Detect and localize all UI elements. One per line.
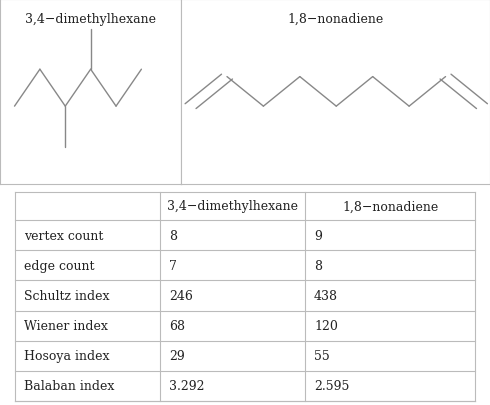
- Text: 8: 8: [314, 259, 322, 272]
- Text: 55: 55: [314, 350, 330, 362]
- Text: 3,4−dimethylhexane: 3,4−dimethylhexane: [167, 200, 298, 213]
- Text: 3.292: 3.292: [169, 379, 204, 392]
- Text: 1,8−nonadiene: 1,8−nonadiene: [288, 13, 384, 26]
- Text: 438: 438: [314, 289, 338, 302]
- Text: 120: 120: [314, 319, 338, 332]
- Text: 3,4−dimethylhexane: 3,4−dimethylhexane: [25, 13, 156, 26]
- Text: vertex count: vertex count: [24, 229, 103, 242]
- Text: 246: 246: [169, 289, 193, 302]
- Text: 68: 68: [169, 319, 185, 332]
- Text: Hosoya index: Hosoya index: [24, 350, 109, 362]
- Text: Balaban index: Balaban index: [24, 379, 114, 392]
- Text: 7: 7: [169, 259, 177, 272]
- Text: Wiener index: Wiener index: [24, 319, 108, 332]
- Text: edge count: edge count: [24, 259, 95, 272]
- Text: 8: 8: [169, 229, 177, 242]
- Text: 2.595: 2.595: [314, 379, 349, 392]
- Text: 9: 9: [314, 229, 322, 242]
- Text: 1,8−nonadiene: 1,8−nonadiene: [342, 200, 438, 213]
- Text: 29: 29: [169, 350, 185, 362]
- Text: Schultz index: Schultz index: [24, 289, 109, 302]
